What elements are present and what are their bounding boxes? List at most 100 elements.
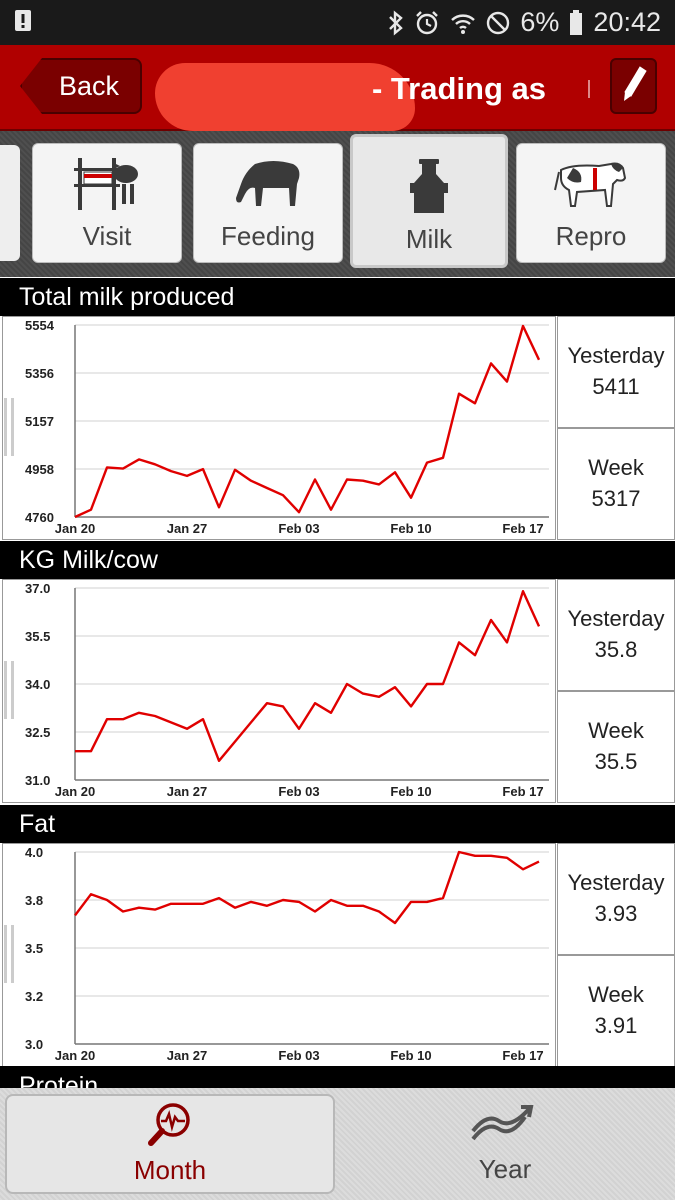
week-value: 35.5	[594, 749, 638, 774]
x-tick-label: Feb 17	[502, 521, 543, 536]
x-tick-label: Jan 20	[55, 1048, 95, 1063]
yesterday-value: 3.93	[594, 901, 638, 926]
tab-milk-label: Milk	[405, 224, 453, 254]
week-value: 5317	[591, 486, 641, 511]
app-header: Back - Trading as	[0, 45, 675, 150]
battery-percent: 6%	[520, 7, 560, 37]
tab-stub	[0, 145, 20, 261]
week-value: 3.91	[594, 1013, 638, 1038]
x-tick-label: Feb 03	[278, 784, 319, 799]
tab-visit[interactable]: Visit	[32, 143, 182, 263]
yesterday-label: Yesterday	[567, 870, 665, 896]
kg-milk-cow-panel: 37.0 35.5 34.0 32.5 31.0 Jan 20 Jan 27 Feb 03 Fe…	[0, 579, 675, 803]
x-tick-label: Jan 20	[55, 784, 95, 799]
magnifier-chart-icon	[147, 1102, 193, 1155]
x-tick-label: Feb 10	[390, 1048, 431, 1063]
pencil-icon	[620, 64, 648, 109]
page-title: - Trading as	[372, 71, 546, 106]
yesterday-label: Yesterday	[567, 343, 665, 369]
yesterday-value: 35.8	[594, 637, 638, 662]
section-title-total-milk: Total milk produced	[0, 278, 675, 316]
yesterday-value: 5411	[592, 374, 640, 399]
x-tick-label: Feb 17	[502, 1048, 543, 1063]
section-title-protein: Protein	[0, 1066, 675, 1090]
protein-title: Protein	[19, 1072, 99, 1090]
y-tick-label: 32.5	[25, 725, 50, 740]
series-line	[74, 850, 540, 925]
total-milk-yesterday: Yesterday 5411	[557, 316, 675, 428]
month-label: Month	[133, 1155, 207, 1185]
status-bar: 6% 20:42	[0, 0, 675, 45]
kg-milk-cow-yesterday: Yesterday 35.8	[557, 579, 675, 691]
back-button[interactable]: Back	[20, 58, 142, 114]
x-tick-label: Feb 17	[502, 784, 543, 799]
y-tick-label: 3.8	[25, 893, 43, 908]
fat-chart: 4.0 3.8 3.5 3.2 3.0 Jan 20 Jan 27 Feb 03 Feb 10 F…	[2, 843, 556, 1067]
x-tick-label: Feb 10	[390, 784, 431, 799]
drag-handle[interactable]	[4, 398, 14, 456]
total-milk-chart: 5554 5356 5157 4958 4760 Jan 20 Jan 27 Feb 03 Fe…	[2, 316, 556, 540]
y-tick-label: 3.5	[25, 941, 43, 956]
section-title-fat: Fat	[0, 805, 675, 843]
x-tick-label: Jan 27	[167, 1048, 207, 1063]
trend-lines-icon	[469, 1103, 541, 1154]
week-label: Week	[588, 982, 644, 1008]
milk-churn-icon	[409, 154, 449, 220]
kg-milk-cow-chart: 37.0 35.5 34.0 32.5 31.0 Jan 20 Jan 27 Feb 03 Fe…	[2, 579, 556, 803]
edit-button[interactable]	[610, 58, 657, 114]
x-tick-label: Jan 20	[55, 521, 95, 536]
drag-handle[interactable]	[4, 925, 14, 983]
y-tick-label: 37.0	[25, 581, 50, 596]
fat-yesterday: Yesterday 3.93	[557, 843, 675, 955]
cow-gate-icon	[72, 151, 142, 217]
tab-visit-label: Visit	[82, 221, 132, 251]
y-tick-label: 3.2	[25, 989, 43, 1004]
bottom-nav: Month Year	[0, 1088, 675, 1200]
yesterday-label: Yesterday	[567, 606, 665, 632]
kg-milk-cow-week: Week 35.5	[557, 691, 675, 803]
year-label: Year	[478, 1154, 532, 1184]
drag-handle[interactable]	[4, 661, 14, 719]
y-tick-label: 5356	[25, 366, 54, 381]
kg-milk-cow-chart-svg: 37.0 35.5 34.0 32.5 31.0 Jan 20 Jan 27 Feb 03 Fe…	[25, 581, 549, 799]
tab-milk[interactable]: Milk	[350, 134, 508, 268]
y-tick-label: 5157	[25, 414, 54, 429]
y-tick-label: 4958	[25, 462, 54, 477]
fat-chart-svg: 4.0 3.8 3.5 3.2 3.0 Jan 20 Jan 27 Feb 03 Feb 10 F…	[25, 845, 549, 1063]
tab-repro-label: Repro	[555, 221, 627, 251]
section-title-kg-milk-cow: KG Milk/cow	[0, 541, 675, 579]
cow-icon	[553, 151, 629, 217]
tab-repro[interactable]: Repro	[516, 143, 666, 263]
y-tick-label: 4760	[25, 510, 54, 525]
y-tick-label: 35.5	[25, 629, 50, 644]
month-button[interactable]: Month	[5, 1094, 335, 1194]
series-line	[75, 589, 541, 763]
y-tick-label: 34.0	[25, 677, 50, 692]
total-milk-week: Week 5317	[557, 428, 675, 540]
back-button-label: Back	[58, 70, 120, 101]
x-tick-label: Feb 03	[278, 521, 319, 536]
y-tick-label: 3.0	[25, 1037, 43, 1052]
do-not-disturb-icon	[486, 11, 510, 35]
tab-feeding[interactable]: Feeding	[193, 143, 343, 263]
y-tick-label: 4.0	[25, 845, 43, 860]
week-label: Week	[588, 455, 644, 481]
alarm-icon	[414, 10, 440, 36]
x-tick-label: Jan 27	[167, 784, 207, 799]
battery-icon	[569, 9, 583, 36]
clock: 20:42	[593, 7, 661, 37]
y-tick-label: 31.0	[25, 773, 50, 788]
year-button[interactable]: Year	[340, 1094, 670, 1194]
series-line	[74, 324, 541, 519]
x-tick-label: Feb 10	[390, 521, 431, 536]
total-milk-panel: 5554 5356 5157 4958 4760 Jan 20 Jan 27 Feb 03 Fe…	[0, 316, 675, 540]
bluetooth-icon	[388, 9, 404, 36]
week-label: Week	[588, 718, 644, 744]
category-tabs: Visit Feeding Milk	[0, 131, 675, 277]
fat-panel: 4.0 3.8 3.5 3.2 3.0 Jan 20 Jan 27 Feb 03 Feb 10 F…	[0, 843, 675, 1067]
fat-week: Week 3.91	[557, 955, 675, 1067]
x-tick-label: Feb 03	[278, 1048, 319, 1063]
grazing-cow-icon	[233, 151, 303, 217]
wifi-icon	[450, 11, 476, 35]
